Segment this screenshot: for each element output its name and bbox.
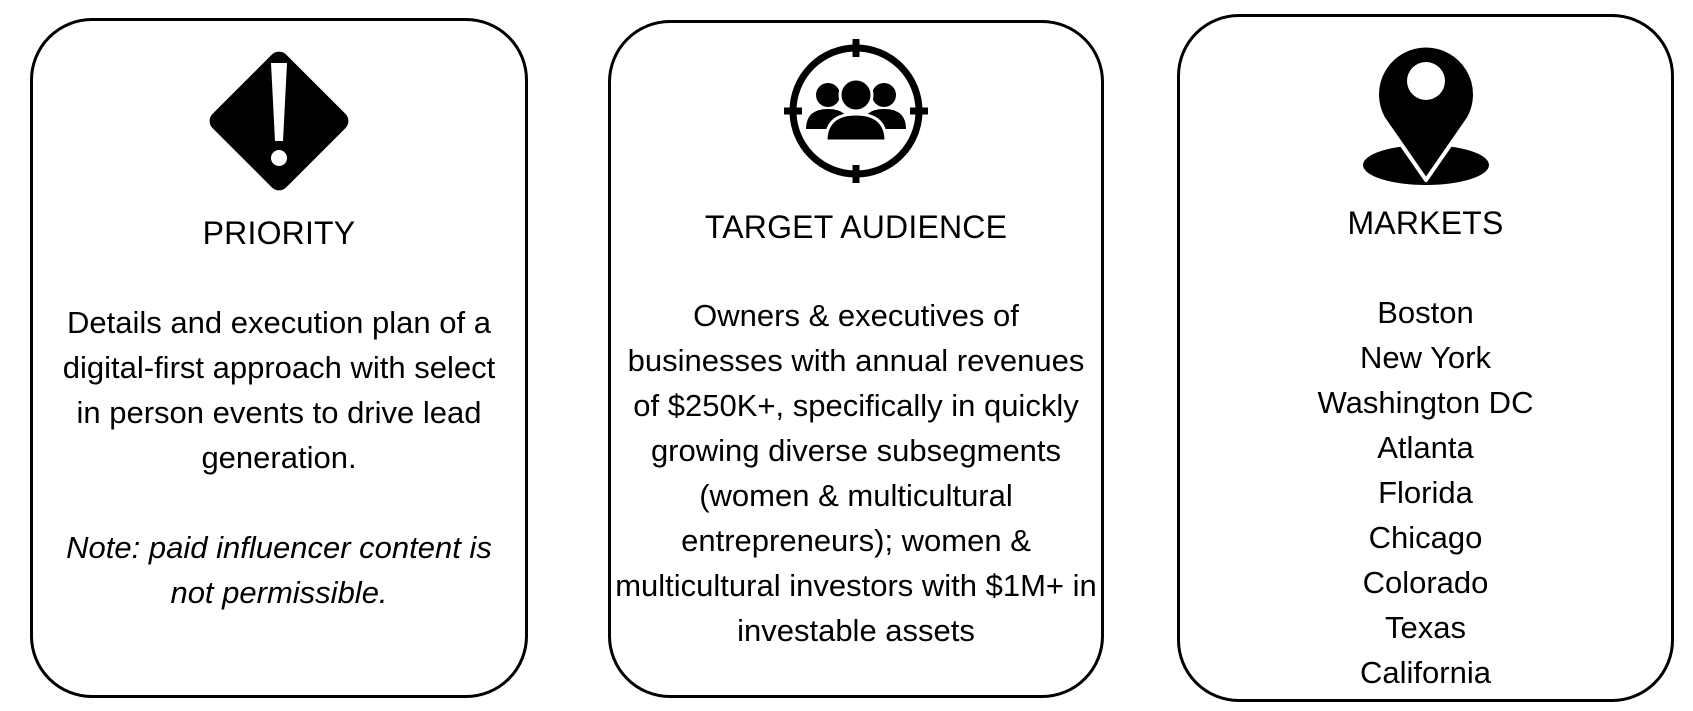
target-audience-icon xyxy=(784,39,928,183)
map-pin-icon xyxy=(1362,43,1489,185)
market-item: Colorado xyxy=(1362,565,1489,600)
market-item: Atlanta xyxy=(1377,430,1474,465)
priority-description: Details and execution plan of a digital-… xyxy=(62,305,496,475)
market-item: Washington DC xyxy=(1317,385,1534,420)
target-audience-body-container: Owners & executives of businesses with a… xyxy=(611,293,1101,653)
market-item: New York xyxy=(1360,340,1491,375)
markets-card: MARKETS Boston New York Washington DC At… xyxy=(1177,14,1674,702)
market-item: California xyxy=(1360,655,1491,690)
target-audience-title: TARGET AUDIENCE xyxy=(704,209,1008,245)
priority-card: PRIORITY Details and execution plan of a… xyxy=(30,18,528,698)
market-item: Boston xyxy=(1377,295,1474,330)
market-item: Texas xyxy=(1385,610,1466,645)
priority-icon-container xyxy=(33,41,525,201)
market-item: Chicago xyxy=(1368,520,1483,555)
target-icon-container xyxy=(611,37,1101,185)
target-audience-card: TARGET AUDIENCE Owners & executives of b… xyxy=(608,20,1104,698)
market-item: Florida xyxy=(1378,475,1473,510)
markets-icon-container xyxy=(1180,30,1671,190)
priority-body-container: Details and execution plan of a digital-… xyxy=(33,300,525,615)
priority-note: Note: paid influencer content is not per… xyxy=(66,530,492,610)
markets-title: MARKETS xyxy=(1347,205,1504,241)
markets-list: Boston New York Washington DC Atlanta Fl… xyxy=(1180,290,1671,695)
warning-diamond-icon xyxy=(209,51,349,191)
target-audience-description: Owners & executives of businesses with a… xyxy=(615,298,1097,648)
priority-title: PRIORITY xyxy=(202,215,356,251)
